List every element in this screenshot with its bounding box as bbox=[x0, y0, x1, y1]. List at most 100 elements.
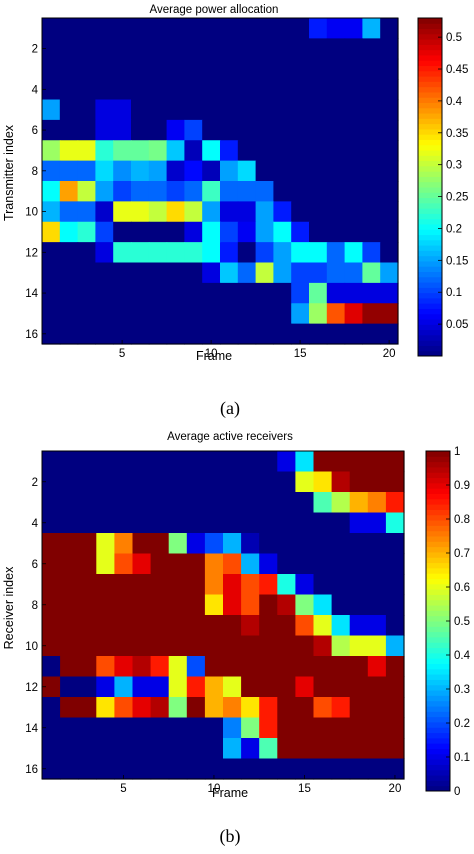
heatmap-cell bbox=[295, 758, 315, 780]
heatmap-cell bbox=[313, 615, 333, 637]
colorbar-segment bbox=[418, 313, 442, 320]
heatmap-cell bbox=[313, 594, 333, 616]
heatmap-cell bbox=[259, 676, 278, 698]
heatmap-cell bbox=[131, 18, 150, 39]
heatmap-cell bbox=[148, 201, 168, 223]
heatmap-cell bbox=[259, 512, 278, 534]
colorbar-segment bbox=[426, 583, 450, 590]
colorbar-segment bbox=[418, 18, 442, 24]
heatmap-cell bbox=[326, 181, 346, 202]
heatmap-cell bbox=[367, 533, 387, 555]
heatmap-cell bbox=[255, 242, 274, 264]
heatmap-cell bbox=[42, 160, 61, 182]
colorbar-segment bbox=[418, 208, 442, 214]
heatmap-cell bbox=[150, 635, 170, 657]
heatmap-cells bbox=[42, 18, 399, 345]
heatmap-cell bbox=[59, 99, 79, 121]
colorbar-segment bbox=[418, 81, 442, 88]
heatmap-cell bbox=[273, 303, 292, 325]
heatmap-cell bbox=[166, 140, 185, 162]
heatmap-cell bbox=[96, 717, 115, 739]
colorbar-segment bbox=[426, 456, 450, 463]
colorbar-segment bbox=[426, 610, 450, 617]
heatmap-cell bbox=[132, 451, 152, 473]
heatmap-cell bbox=[291, 119, 310, 141]
heatmap-cell bbox=[309, 18, 328, 39]
heatmap-cell bbox=[113, 58, 132, 80]
heatmap-cell bbox=[42, 221, 61, 243]
colorbar-segment bbox=[418, 287, 442, 294]
heatmap-cell bbox=[113, 221, 132, 243]
colorbar-segment bbox=[418, 65, 442, 72]
heatmap-cell bbox=[113, 262, 132, 284]
heatmap-cell bbox=[204, 717, 224, 739]
heatmap-cell bbox=[184, 18, 203, 39]
heatmap-cell bbox=[168, 553, 188, 575]
heatmap-cell bbox=[259, 758, 278, 780]
heatmap-cell bbox=[313, 471, 333, 493]
heatmap-cell bbox=[380, 303, 399, 325]
colorbar-segment bbox=[418, 345, 442, 352]
colorbar-segment bbox=[426, 626, 450, 633]
heatmap-cell bbox=[313, 717, 333, 739]
heatmap-cell bbox=[77, 181, 96, 202]
heatmap-cell bbox=[132, 635, 152, 657]
heatmap-cell bbox=[131, 242, 150, 264]
colorbar-segment bbox=[418, 54, 442, 61]
heatmap-cell bbox=[114, 758, 134, 780]
heatmap-cell bbox=[166, 242, 185, 264]
heatmap-cell bbox=[367, 676, 387, 698]
heatmap-cell bbox=[96, 656, 115, 678]
heatmap-cell bbox=[220, 79, 239, 101]
heatmap-cell bbox=[168, 758, 188, 780]
heatmap-cell bbox=[326, 79, 346, 101]
heatmap-cell bbox=[148, 119, 168, 141]
heatmap-cell bbox=[202, 160, 221, 182]
heatmap-cell bbox=[42, 574, 61, 596]
heatmap-cell bbox=[362, 18, 381, 39]
heatmap-cell bbox=[295, 471, 315, 493]
heatmap-cell bbox=[60, 451, 79, 473]
heatmap-cell bbox=[113, 201, 132, 223]
heatmap-cell bbox=[184, 79, 203, 101]
x-tick-label: 10 bbox=[205, 348, 218, 360]
heatmap-cell bbox=[202, 181, 221, 202]
heatmap-cell bbox=[309, 323, 328, 345]
heatmap-cell bbox=[59, 38, 79, 60]
heatmap-cell bbox=[362, 201, 381, 223]
heatmap-cell bbox=[385, 512, 405, 534]
heatmap-cell bbox=[309, 242, 328, 264]
heatmap-cell bbox=[78, 492, 97, 514]
heatmap-cell bbox=[77, 140, 96, 162]
heatmap-cell bbox=[259, 492, 278, 514]
y-tick-label: 10 bbox=[25, 641, 38, 653]
heatmap-cell bbox=[220, 38, 239, 60]
colorbar-tick-label: 0.2 bbox=[446, 223, 462, 235]
heatmap-cell bbox=[273, 119, 292, 141]
colorbar-segment bbox=[426, 573, 450, 579]
heatmap-cell bbox=[220, 119, 239, 141]
heatmap-cell bbox=[59, 79, 79, 101]
heatmap-cell bbox=[96, 492, 115, 514]
heatmap-cell bbox=[132, 758, 152, 780]
heatmap-cell bbox=[295, 512, 315, 534]
heatmap-cell bbox=[150, 676, 170, 698]
heatmap-cell bbox=[255, 99, 274, 121]
heatmap-cell bbox=[42, 492, 61, 514]
heatmap-cell bbox=[132, 594, 152, 616]
heatmap-cell bbox=[255, 38, 274, 60]
heatmap-cell bbox=[77, 303, 96, 325]
heatmap-cell bbox=[186, 512, 206, 534]
heatmap-cell bbox=[344, 58, 363, 80]
heatmap-cell bbox=[362, 242, 381, 264]
heatmap-cell bbox=[349, 697, 369, 719]
heatmap-cell bbox=[168, 574, 188, 596]
colorbar-segment bbox=[418, 97, 442, 103]
heatmap-cell bbox=[184, 262, 203, 284]
heatmap-cell bbox=[326, 282, 346, 304]
colorbar-segment bbox=[426, 551, 450, 558]
heatmap-cell bbox=[349, 738, 369, 760]
heatmap-cell bbox=[326, 323, 346, 345]
heatmap-cell bbox=[168, 615, 188, 637]
heatmap-cell bbox=[259, 533, 278, 555]
